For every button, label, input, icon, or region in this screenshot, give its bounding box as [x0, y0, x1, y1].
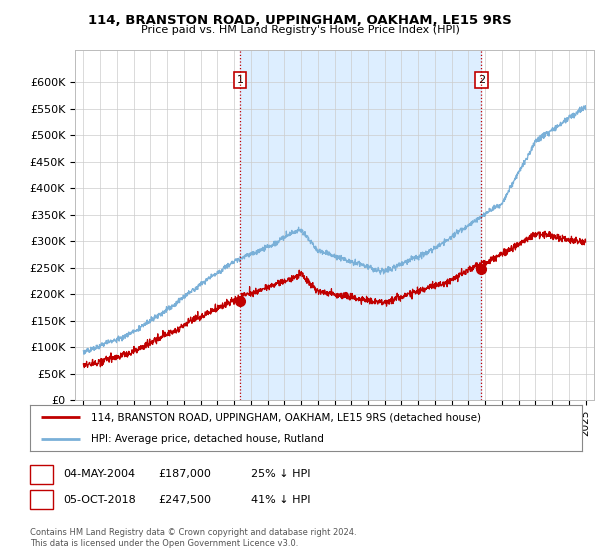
Text: 41% ↓ HPI: 41% ↓ HPI — [251, 494, 310, 505]
Text: 114, BRANSTON ROAD, UPPINGHAM, OAKHAM, LE15 9RS (detached house): 114, BRANSTON ROAD, UPPINGHAM, OAKHAM, L… — [91, 412, 481, 422]
Text: 2: 2 — [38, 494, 45, 505]
Text: HPI: Average price, detached house, Rutland: HPI: Average price, detached house, Rutl… — [91, 435, 323, 444]
Text: 1: 1 — [38, 469, 45, 479]
Text: 25% ↓ HPI: 25% ↓ HPI — [251, 469, 310, 479]
Text: 1: 1 — [236, 75, 244, 85]
Text: 04-MAY-2004: 04-MAY-2004 — [64, 469, 136, 479]
Bar — [240, 50, 481, 400]
Text: 114, BRANSTON ROAD, UPPINGHAM, OAKHAM, LE15 9RS: 114, BRANSTON ROAD, UPPINGHAM, OAKHAM, L… — [88, 14, 512, 27]
Text: Price paid vs. HM Land Registry's House Price Index (HPI): Price paid vs. HM Land Registry's House … — [140, 25, 460, 35]
Text: 05-OCT-2018: 05-OCT-2018 — [64, 494, 136, 505]
Text: Contains HM Land Registry data © Crown copyright and database right 2024.
This d: Contains HM Land Registry data © Crown c… — [30, 528, 356, 548]
Text: £247,500: £247,500 — [158, 494, 211, 505]
Text: 2: 2 — [478, 75, 485, 85]
Text: £187,000: £187,000 — [158, 469, 211, 479]
